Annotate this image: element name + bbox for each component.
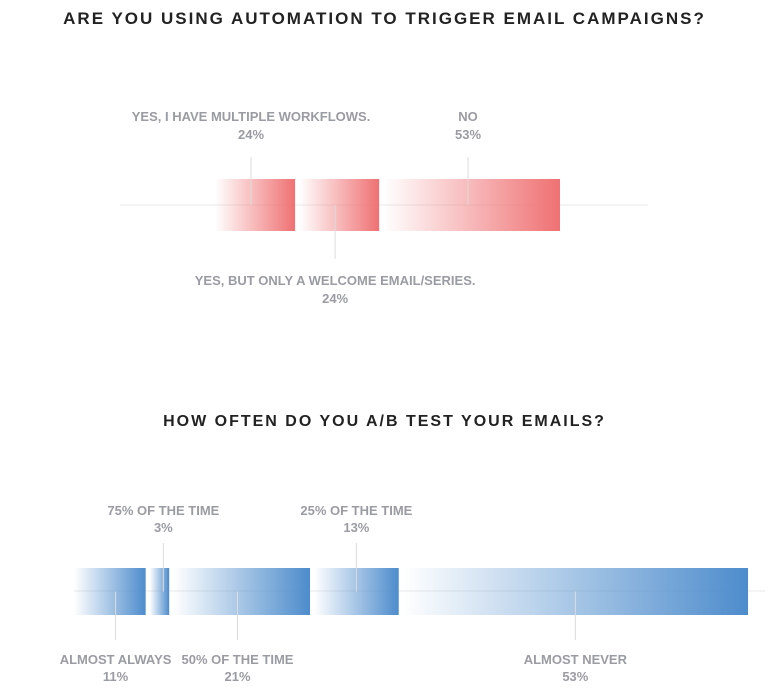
value-label-no: 53% xyxy=(455,127,481,142)
category-label-25-of-the-time: 25% OF THE TIME xyxy=(300,503,412,518)
category-label-yes-but-only-a-welcome-email-series: YES, BUT ONLY A WELCOME EMAIL/SERIES. xyxy=(195,273,476,288)
value-label-almost-always: 11% xyxy=(103,669,129,684)
bar-50-of-the-time xyxy=(173,568,311,615)
category-label-50-of-the-time: 50% OF THE TIME xyxy=(182,652,294,667)
automation-chart: YES, I HAVE MULTIPLE WORKFLOWS. 24% YES, B… xyxy=(120,109,648,306)
category-label-no: NO xyxy=(458,109,478,124)
bar-yes-i-have-multiple-workflows xyxy=(215,179,296,231)
chart-title-ab-testing: HOW OFTEN DO YOU A/B TEST YOUR EMAILS? xyxy=(163,413,606,430)
bar-yes-but-only-a-welcome-email-series xyxy=(299,179,380,231)
value-label-50-of-the-time: 21% xyxy=(224,669,250,684)
value-label-yes-but-only-a-welcome-email-series: 24% xyxy=(322,291,348,306)
value-label-25-of-the-time: 13% xyxy=(343,520,369,535)
value-label-almost-never: 53% xyxy=(562,669,588,684)
value-label-75-of-the-time: 3% xyxy=(154,520,173,535)
category-label-75-of-the-time: 75% OF THE TIME xyxy=(107,503,219,518)
bar-no xyxy=(383,179,560,231)
category-label-almost-never: ALMOST NEVER xyxy=(524,652,628,667)
chart-title-automation: ARE YOU USING AUTOMATION TO TRIGGER EMAI… xyxy=(63,9,706,28)
value-label-yes-i-have-multiple-workflows: 24% xyxy=(238,127,264,142)
bar-almost-always xyxy=(74,568,146,615)
category-label-almost-always: ALMOST ALWAYS xyxy=(60,652,172,667)
bar-75-of-the-time xyxy=(149,568,170,615)
category-label-yes-i-have-multiple-workflows: YES, I HAVE MULTIPLE WORKFLOWS. xyxy=(132,109,371,124)
